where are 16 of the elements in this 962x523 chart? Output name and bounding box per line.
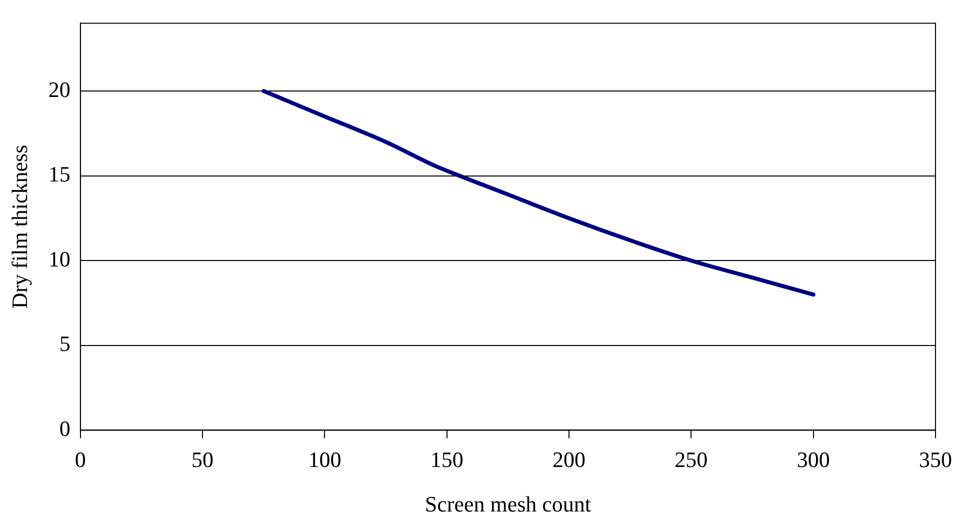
x-tick-label: 300 — [796, 447, 830, 472]
x-tick-label: 150 — [430, 447, 464, 472]
y-axis-title: Dry film thickness — [6, 144, 32, 309]
x-tick-label: 350 — [919, 447, 952, 472]
y-tick-label: 20 — [48, 76, 70, 102]
y-tick-label: 15 — [48, 162, 70, 187]
y-tick-label: 10 — [48, 246, 70, 272]
x-tick-label: 100 — [308, 447, 342, 472]
x-tick-label: 0 — [74, 447, 86, 472]
x-axis-title: Screen mesh count — [424, 492, 592, 517]
x-tick-label: 200 — [552, 447, 586, 472]
x-tick-label: 250 — [674, 447, 708, 472]
y-tick-label: 5 — [59, 331, 70, 356]
line-series — [262, 89, 816, 297]
x-tick-label: 50 — [192, 447, 214, 472]
y-tick-label: 0 — [59, 416, 70, 441]
